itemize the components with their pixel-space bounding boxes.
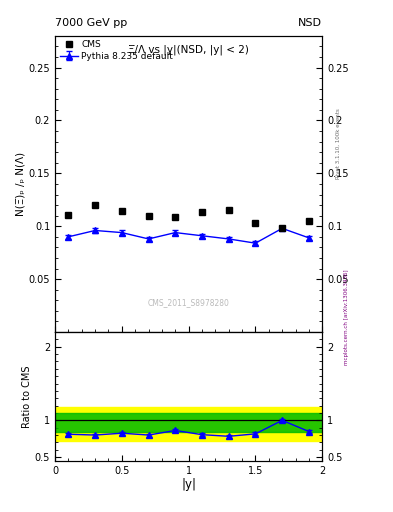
Legend: CMS, Pythia 8.235 default: CMS, Pythia 8.235 default bbox=[58, 38, 175, 63]
CMS bbox=[146, 212, 151, 219]
CMS bbox=[93, 202, 97, 208]
Y-axis label: Ratio to CMS: Ratio to CMS bbox=[22, 365, 32, 428]
Text: Ξ̅/Λ vs |y|(NSD, |y| < 2): Ξ̅/Λ vs |y|(NSD, |y| < 2) bbox=[128, 45, 249, 55]
Bar bbox=[55, 407, 322, 441]
CMS bbox=[66, 211, 71, 218]
Text: Rivet 3.1.10, 100k events: Rivet 3.1.10, 100k events bbox=[336, 108, 341, 179]
CMS bbox=[226, 207, 231, 214]
CMS bbox=[173, 214, 178, 220]
Text: mcplots.cern.ch [arXiv:1306.3436]: mcplots.cern.ch [arXiv:1306.3436] bbox=[344, 270, 349, 365]
Text: NSD: NSD bbox=[298, 18, 322, 28]
Text: 7000 GeV pp: 7000 GeV pp bbox=[55, 18, 127, 28]
Bar bbox=[55, 413, 322, 432]
Y-axis label: N(Ξ̅)ₚ /ₚ N(Λ): N(Ξ̅)ₚ /ₚ N(Λ) bbox=[16, 152, 26, 216]
Line: CMS: CMS bbox=[65, 202, 312, 232]
CMS bbox=[253, 220, 258, 226]
X-axis label: |y|: |y| bbox=[181, 478, 196, 492]
Text: CMS_2011_S8978280: CMS_2011_S8978280 bbox=[148, 298, 230, 307]
CMS bbox=[200, 209, 204, 216]
CMS bbox=[119, 208, 124, 215]
CMS bbox=[307, 218, 311, 224]
CMS bbox=[280, 225, 285, 231]
